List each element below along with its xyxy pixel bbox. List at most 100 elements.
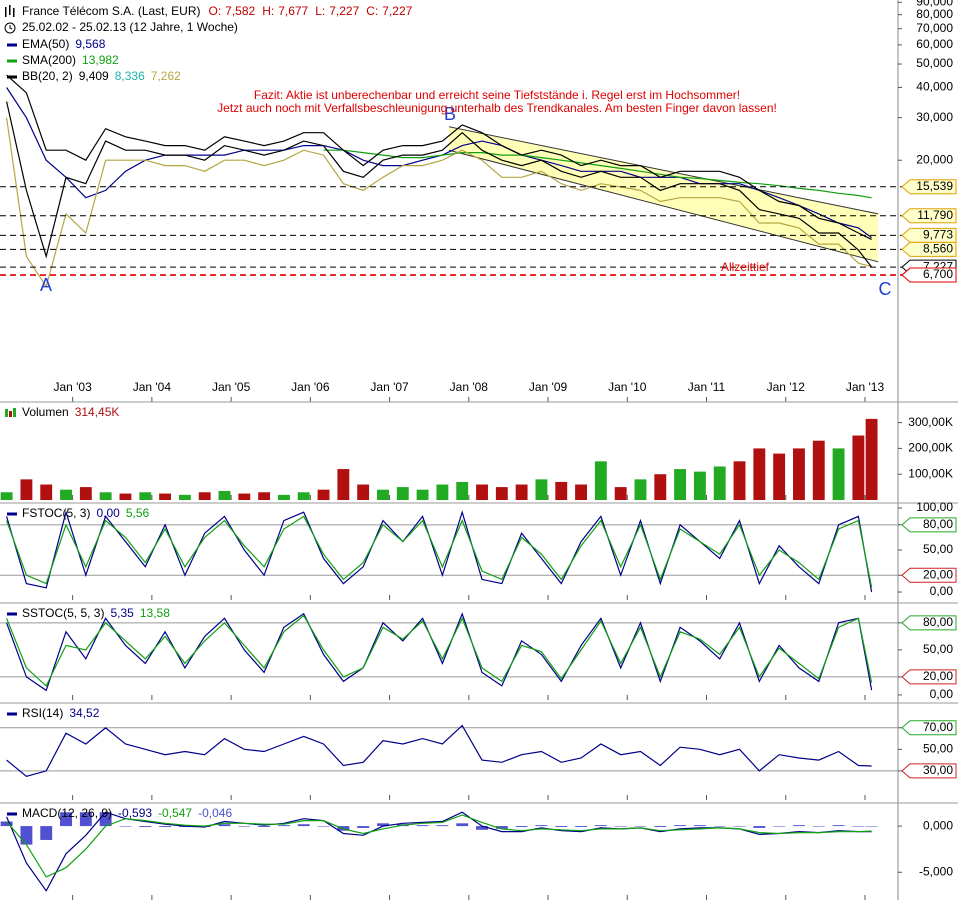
bar	[832, 825, 845, 827]
channel-upper	[448, 126, 879, 215]
bar	[40, 826, 53, 840]
ohlc-name: L:	[315, 4, 325, 18]
y-tick-label: 100,00	[916, 500, 953, 514]
legend-icon	[7, 43, 17, 47]
point-label: B	[444, 104, 456, 124]
legend-value: 0,00	[96, 506, 120, 520]
y-tick-label: 100,00K	[908, 466, 953, 480]
legend-value: 34,52	[69, 706, 99, 720]
bar	[852, 826, 865, 827]
clock-icon	[4, 22, 16, 34]
bar	[79, 487, 92, 500]
date-range: 25.02.02 - 25.02.13 (12 Jahre, 1 Woche)	[22, 20, 238, 34]
y-tick-label: 50,00	[923, 742, 953, 756]
y-tick-label: 20,00	[923, 567, 953, 581]
bar	[60, 489, 72, 500]
legend-value: 7,262	[151, 69, 181, 83]
bar	[238, 826, 251, 827]
legend-icon	[7, 512, 17, 516]
y-tick-label: 80,00	[923, 517, 953, 531]
bar	[594, 825, 607, 827]
bar	[654, 474, 667, 500]
y-tick-label: 20,00	[923, 669, 953, 683]
bar	[865, 826, 878, 827]
legend-value: 314,45K	[75, 405, 120, 419]
y-tick-label: 60,000	[916, 37, 953, 51]
x-tick-label: Jan '11	[688, 380, 726, 394]
bar	[436, 825, 449, 827]
level-label: 6,700	[923, 267, 953, 281]
legend-value: -0,547	[158, 806, 192, 820]
bar	[436, 484, 449, 500]
legend-name: EMA(50)	[22, 37, 69, 51]
bar	[159, 493, 172, 500]
bar	[793, 448, 805, 500]
bar	[865, 418, 878, 500]
bar	[555, 481, 568, 500]
y-tick-label: 300,00K	[908, 415, 953, 429]
header-icon	[9, 5, 11, 15]
bar	[614, 487, 627, 500]
bar	[0, 821, 13, 827]
bar	[495, 826, 508, 829]
bar	[20, 826, 33, 845]
bar	[377, 489, 389, 500]
bar	[99, 812, 112, 827]
bar	[139, 492, 152, 500]
bar	[119, 493, 132, 500]
bar	[0, 492, 13, 500]
level-label-box	[901, 208, 957, 224]
bar	[713, 826, 726, 827]
y-tick-label: 40,000	[916, 80, 953, 94]
legend-icon	[5, 409, 8, 417]
legend-value: 9,568	[75, 37, 105, 51]
bar	[119, 826, 132, 827]
bar	[693, 825, 706, 827]
level-label-box	[901, 227, 957, 243]
legend-name: BB(20, 2)	[22, 69, 73, 83]
bar	[674, 469, 687, 500]
bar	[773, 453, 786, 500]
bar	[277, 825, 290, 827]
bar	[476, 484, 488, 500]
bar	[634, 479, 647, 500]
bar	[416, 489, 429, 500]
legend-icon	[9, 411, 12, 417]
bar	[198, 492, 211, 500]
bar	[178, 494, 191, 500]
bar	[575, 826, 588, 828]
x-tick-label: Jan '08	[450, 380, 489, 394]
bar	[218, 490, 231, 500]
legend-name: SSTOC(5, 5, 3)	[22, 606, 104, 620]
bar	[159, 826, 172, 828]
bar	[852, 435, 865, 500]
bar	[416, 825, 429, 827]
legend-value: -0,046	[198, 806, 232, 820]
bar	[535, 479, 548, 500]
bar	[575, 484, 588, 500]
band-label-box	[901, 567, 957, 583]
level-label-box	[901, 179, 957, 195]
x-tick-label: Jan '12	[767, 380, 806, 394]
legend-icon	[7, 75, 17, 79]
level-label-box	[901, 267, 957, 283]
bar	[317, 826, 330, 827]
band-label-box	[901, 615, 957, 631]
x-tick-label: Jan '06	[291, 380, 330, 394]
channel-lower	[448, 149, 879, 263]
legend-icon	[7, 59, 17, 63]
bar	[654, 826, 667, 828]
bar	[337, 469, 350, 500]
legend-icon	[7, 812, 17, 816]
comment: Fazit: Aktie ist unberechenbar und errei…	[254, 88, 740, 102]
title: France Télécom S.A. (Last, EUR)	[22, 4, 201, 18]
bar	[79, 812, 92, 827]
y-tick-label: 50,000	[916, 56, 953, 70]
legend-icon	[7, 712, 17, 716]
bar	[258, 492, 271, 500]
bar	[594, 461, 607, 500]
note: Allzeittief	[721, 260, 770, 274]
bar	[515, 826, 528, 828]
level-label: 9,773	[923, 228, 953, 242]
y-tick-label: -5,000	[919, 864, 953, 878]
